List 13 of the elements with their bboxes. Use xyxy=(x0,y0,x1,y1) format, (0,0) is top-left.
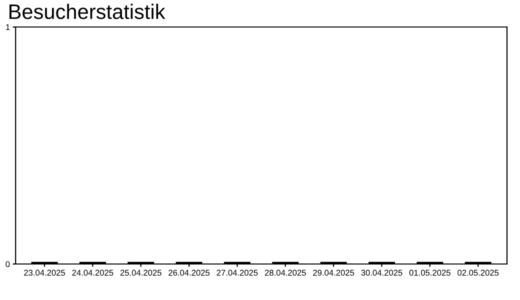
x-tick-label: 26.04.2025 xyxy=(168,270,210,276)
x-tick-label: 29.04.2025 xyxy=(313,270,354,276)
x-tick-label: 28.04.2025 xyxy=(264,270,306,276)
x-tick-label: 30.04.2025 xyxy=(361,270,402,276)
x-tick-label: 23.04.2025 xyxy=(24,270,66,276)
y-tick-label: 0 xyxy=(6,261,10,268)
x-tick-label: 27.04.2025 xyxy=(216,270,258,276)
x-tick-label: 01.05.2025 xyxy=(409,270,450,276)
chart-title: Besucherstatistik xyxy=(10,4,166,20)
x-tick-label: 25.04.2025 xyxy=(120,270,162,276)
x-tick-label: 24.04.2025 xyxy=(72,270,114,276)
y-tick-label: 1 xyxy=(6,24,10,30)
x-tick-label: 02.05.2025 xyxy=(458,270,499,276)
